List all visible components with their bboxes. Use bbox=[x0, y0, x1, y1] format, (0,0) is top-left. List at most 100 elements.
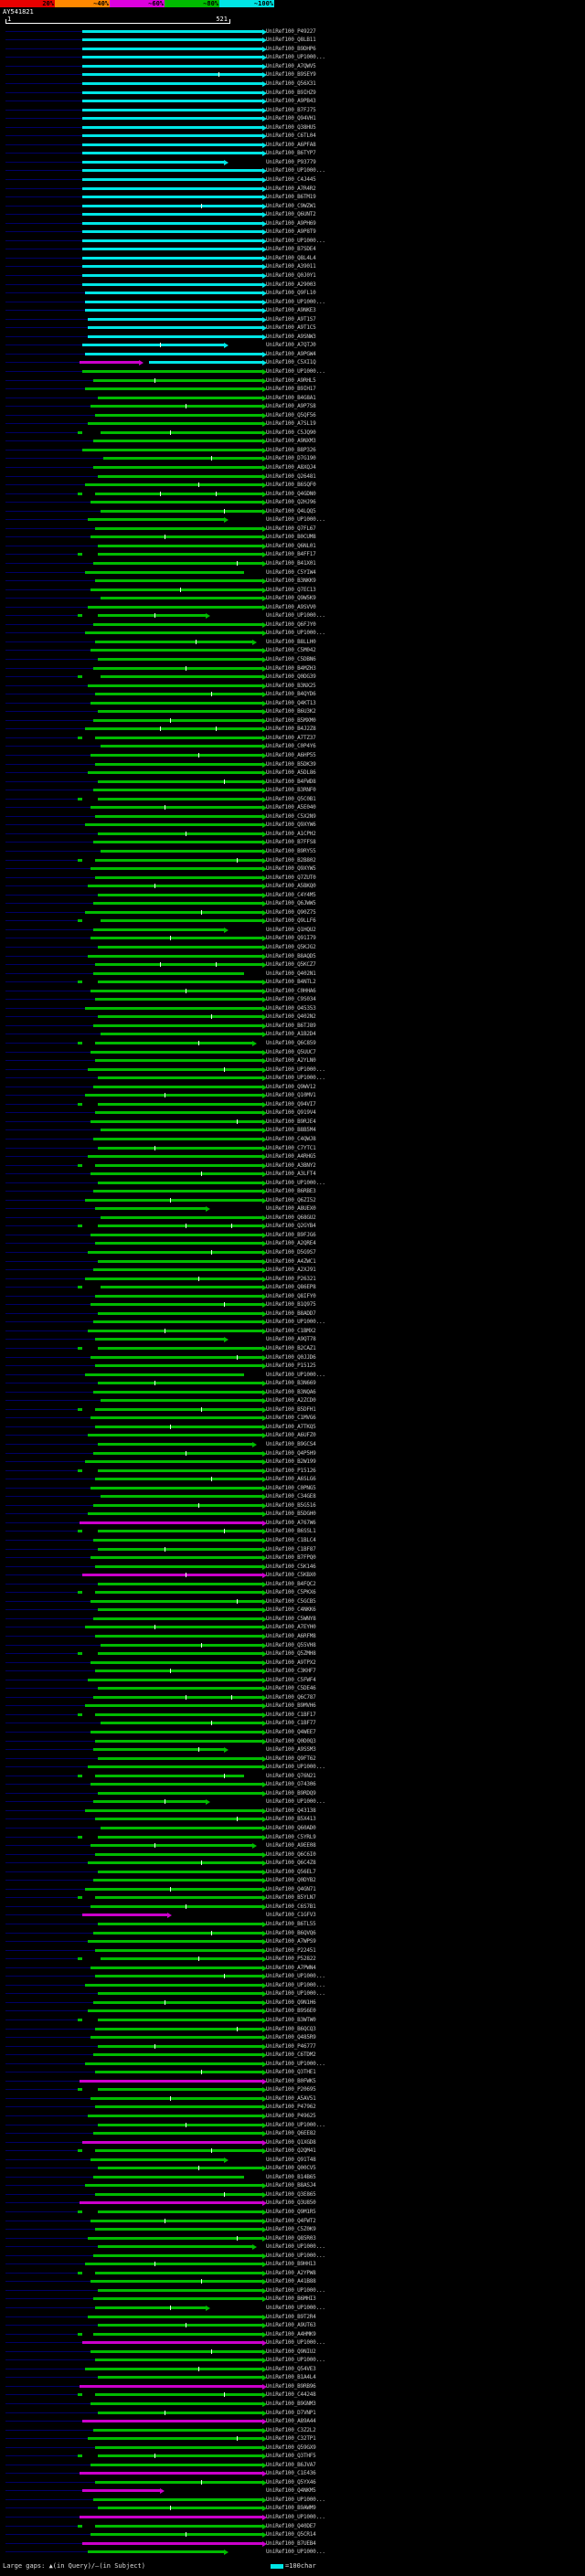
subject-id-label[interactable]: UniRef100_Q91T48 bbox=[266, 2156, 316, 2163]
alignment-bar[interactable] bbox=[87, 605, 262, 609]
subject-id-label[interactable]: UniRef100_B5DFH1 bbox=[266, 1405, 316, 1413]
subject-id-label[interactable]: UniRef100_C5GCB5 bbox=[266, 1597, 316, 1605]
subject-id-label[interactable]: UniRef100_Q402N2 bbox=[266, 1013, 316, 1021]
subject-id-label[interactable]: UniRef100_C5YRL9 bbox=[266, 1833, 316, 1840]
subject-id-label[interactable]: UniRef100_B8AQD5 bbox=[266, 952, 316, 959]
alignment-bar[interactable] bbox=[77, 797, 83, 800]
subject-id-label[interactable]: UniRef100_A5AV51 bbox=[266, 2094, 316, 2102]
subject-id-label[interactable]: UniRef100_UP1000... bbox=[266, 2243, 325, 2251]
subject-id-label[interactable]: UniRef100_B7FPQ0 bbox=[266, 1554, 316, 1562]
subject-id-label[interactable]: UniRef100_A9UT63 bbox=[266, 2322, 316, 2329]
alignment-bar[interactable] bbox=[92, 718, 262, 722]
subject-id-label[interactable]: UniRef100_C5M042 bbox=[266, 647, 316, 654]
alignment-bar[interactable] bbox=[77, 430, 83, 434]
subject-id-label[interactable]: UniRef100_Q0J0Y1 bbox=[266, 272, 316, 280]
subject-id-label[interactable]: UniRef100_Q3THF5 bbox=[266, 2453, 316, 2460]
alignment-bar[interactable] bbox=[77, 1407, 83, 1411]
alignment-bar[interactable] bbox=[98, 1102, 262, 1106]
subject-id-label[interactable]: UniRef100_A6HP55 bbox=[266, 751, 316, 758]
subject-id-label[interactable]: UniRef100_B6JVA7 bbox=[266, 2461, 316, 2468]
alignment-bar[interactable] bbox=[92, 1695, 262, 1699]
subject-id-label[interactable]: UniRef100_B3WTW0 bbox=[266, 2016, 316, 2023]
subject-id-label[interactable]: UniRef100_Q4WEE7 bbox=[266, 1729, 316, 1735]
subject-id-label[interactable]: UniRef100_Q3U850 bbox=[266, 2200, 316, 2207]
subject-id-label[interactable]: UniRef100_A7EYH0 bbox=[266, 1624, 316, 1631]
alignment-bar[interactable] bbox=[98, 2167, 262, 2170]
alignment-bar[interactable] bbox=[82, 143, 262, 146]
subject-id-label[interactable]: UniRef100_Q6NL01 bbox=[266, 542, 316, 549]
alignment-bar[interactable] bbox=[77, 2271, 83, 2274]
subject-id-label[interactable]: UniRef100_UP1000... bbox=[266, 2357, 325, 2364]
subject-id-label[interactable]: UniRef100_Q86EP8 bbox=[266, 1284, 316, 1291]
alignment-bar[interactable] bbox=[77, 1712, 83, 1716]
alignment-bar[interactable] bbox=[98, 2088, 262, 2092]
alignment-bar[interactable] bbox=[82, 29, 262, 33]
subject-id-label[interactable]: UniRef100_Q68GU2 bbox=[266, 1214, 316, 1221]
subject-id-label[interactable]: UniRef100_C9S034 bbox=[266, 996, 316, 1003]
alignment-bar[interactable] bbox=[90, 649, 262, 652]
alignment-bar[interactable] bbox=[100, 597, 262, 600]
subject-id-label[interactable]: UniRef100_C1MVG6 bbox=[266, 1415, 316, 1422]
subject-id-label[interactable]: UniRef100_B6TL55 bbox=[266, 1920, 316, 1927]
alignment-bar[interactable] bbox=[77, 1774, 83, 1777]
subject-id-label[interactable]: UniRef100_B7FJ75 bbox=[266, 106, 316, 113]
subject-id-label[interactable]: UniRef100_C4J445 bbox=[266, 176, 316, 184]
subject-id-label[interactable]: UniRef100_Q2QM41 bbox=[266, 2147, 316, 2155]
subject-id-label[interactable]: UniRef100_Q76N21 bbox=[266, 1772, 316, 1779]
alignment-bar[interactable] bbox=[98, 1443, 252, 1447]
alignment-bar[interactable] bbox=[87, 1861, 262, 1865]
subject-id-label[interactable]: UniRef100_B5G516 bbox=[266, 1501, 316, 1509]
alignment-bar[interactable] bbox=[95, 1739, 262, 1743]
alignment-bar[interactable] bbox=[80, 2384, 262, 2388]
alignment-bar[interactable] bbox=[87, 684, 262, 687]
alignment-bar[interactable] bbox=[90, 1599, 262, 1603]
alignment-bar[interactable] bbox=[82, 178, 262, 182]
subject-id-label[interactable]: UniRef100_UP1000... bbox=[266, 54, 325, 61]
alignment-bar[interactable] bbox=[82, 117, 262, 121]
subject-id-label[interactable]: UniRef100_Q4KT13 bbox=[266, 699, 316, 706]
alignment-bar[interactable] bbox=[98, 945, 262, 949]
alignment-bar[interactable] bbox=[90, 1233, 262, 1236]
alignment-bar[interactable] bbox=[92, 1800, 207, 1804]
subject-id-label[interactable]: UniRef100_UP1000... bbox=[266, 612, 325, 620]
alignment-bar[interactable] bbox=[85, 570, 245, 574]
subject-id-label[interactable]: UniRef100_Q4GN71 bbox=[266, 1885, 316, 1892]
subject-id-label[interactable]: UniRef100_A2QRE4 bbox=[266, 1240, 316, 1247]
alignment-bar[interactable] bbox=[82, 134, 262, 138]
alignment-bar[interactable] bbox=[77, 2088, 83, 2092]
alignment-bar[interactable] bbox=[92, 1879, 262, 1882]
alignment-bar[interactable] bbox=[90, 753, 262, 757]
alignment-bar[interactable] bbox=[90, 1119, 262, 1123]
subject-id-label[interactable]: UniRef100_B1A4L4 bbox=[266, 2374, 316, 2381]
subject-id-label[interactable]: UniRef100_Q6ZI52 bbox=[266, 1196, 316, 1203]
alignment-bar[interactable] bbox=[98, 1311, 262, 1315]
alignment-bar[interactable] bbox=[92, 2332, 262, 2336]
alignment-bar[interactable] bbox=[98, 1146, 262, 1150]
subject-id-label[interactable]: UniRef100_A9P8T9 bbox=[266, 228, 316, 236]
subject-id-label[interactable]: UniRef100_C1BMX2 bbox=[266, 1327, 316, 1334]
alignment-bar[interactable] bbox=[77, 1957, 83, 1961]
subject-id-label[interactable]: UniRef100_A9QT78 bbox=[266, 1336, 316, 1343]
subject-id-label[interactable]: UniRef100_A7TZ37 bbox=[266, 734, 316, 741]
alignment-bar[interactable] bbox=[92, 928, 224, 931]
subject-id-label[interactable]: UniRef100_UP1000... bbox=[266, 1319, 325, 1326]
subject-id-label[interactable]: UniRef100_Q6C787 bbox=[266, 1693, 316, 1701]
alignment-bar[interactable] bbox=[92, 1451, 262, 1455]
subject-id-label[interactable]: UniRef100_UP1000... bbox=[266, 368, 325, 375]
alignment-bar[interactable] bbox=[82, 2489, 160, 2493]
subject-id-label[interactable]: UniRef100_A7TKQ5 bbox=[266, 1423, 316, 1430]
subject-id-label[interactable]: UniRef100_O45353 bbox=[266, 1004, 316, 1012]
subject-id-label[interactable]: UniRef100_Q56X31 bbox=[266, 80, 316, 88]
alignment-bar[interactable] bbox=[95, 526, 262, 530]
subject-id-label[interactable]: UniRef100_A9SNW3 bbox=[266, 333, 316, 340]
subject-id-label[interactable]: UniRef100_A5DL86 bbox=[266, 769, 316, 777]
alignment-bar[interactable] bbox=[98, 2376, 262, 2380]
subject-id-label[interactable]: UniRef100_A5E040 bbox=[266, 804, 316, 811]
alignment-bar[interactable] bbox=[82, 448, 262, 451]
subject-id-label[interactable]: UniRef100_Q8L4L4 bbox=[266, 254, 316, 261]
alignment-bar[interactable] bbox=[87, 1434, 262, 1437]
alignment-bar[interactable] bbox=[95, 1364, 262, 1368]
alignment-bar[interactable] bbox=[90, 2096, 262, 2100]
subject-id-label[interactable]: UniRef100_B6TJ89 bbox=[266, 1022, 316, 1029]
alignment-bar[interactable] bbox=[77, 553, 83, 557]
